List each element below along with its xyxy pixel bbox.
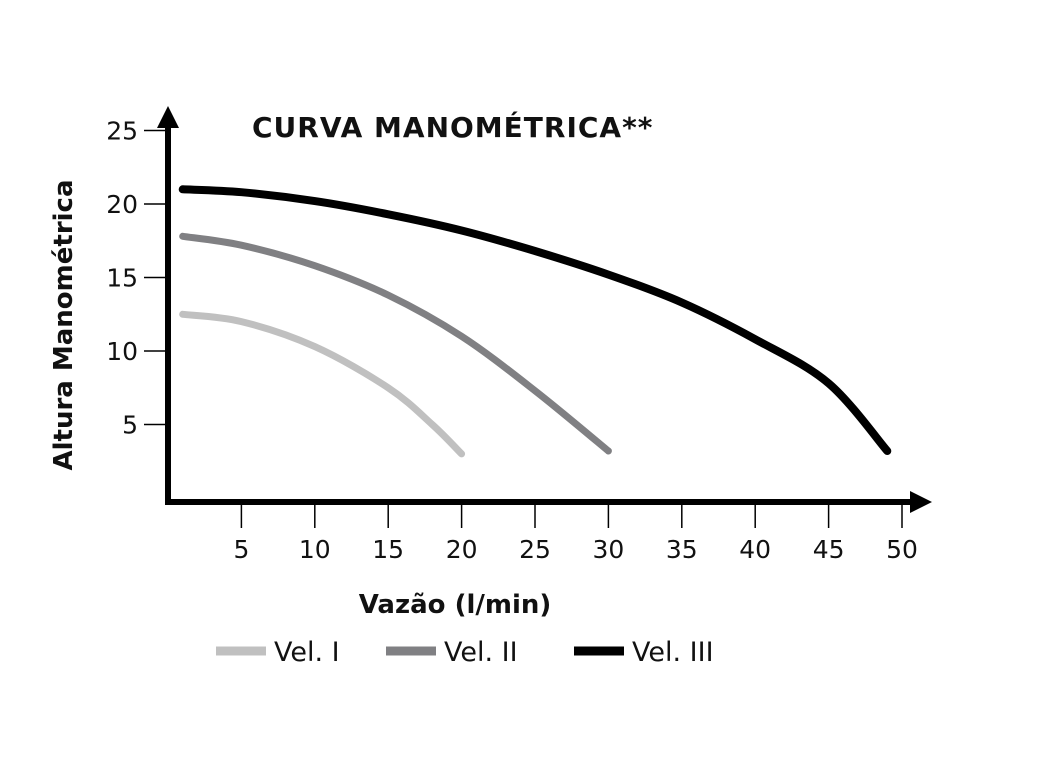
- y-axis-arrow: [157, 106, 179, 128]
- y-tick-label: 5: [122, 411, 138, 440]
- y-axis-title: Altura Manométrica: [49, 179, 79, 470]
- series-line-vel-3: [178, 185, 892, 455]
- x-tick-label: 15: [372, 535, 404, 564]
- series-line-vel-2: [179, 232, 612, 455]
- legend: Vel. I Vel. II Vel. III: [216, 637, 714, 668]
- y-tick-label: 25: [106, 117, 138, 146]
- x-tick-label: 40: [739, 535, 771, 564]
- chart-title: CURVA MANOMÉTRICA**: [252, 110, 653, 144]
- x-tick-label: 50: [886, 535, 918, 564]
- x-tick-label: 20: [446, 535, 478, 564]
- x-axis-title: Vazão (l/min): [359, 590, 552, 620]
- x-tick-label: 25: [519, 535, 551, 564]
- x-axis-arrow: [910, 491, 932, 513]
- y-tick-label: 10: [106, 337, 138, 366]
- axes: 5 10 15 20 25 5 10 15 20 25 30 35 40 45 50: [106, 106, 932, 564]
- series-line-vel-1: [179, 310, 466, 458]
- legend-label: Vel. III: [632, 637, 714, 668]
- legend-label: Vel. II: [444, 637, 518, 668]
- legend-label: Vel. I: [274, 637, 340, 668]
- x-tick-label: 5: [233, 535, 249, 564]
- series-group: [178, 185, 892, 458]
- x-tick-label: 35: [666, 535, 698, 564]
- x-tick-label: 45: [813, 535, 845, 564]
- x-tick-label: 30: [592, 535, 624, 564]
- x-tick-label: 10: [299, 535, 331, 564]
- y-tick-label: 15: [106, 264, 138, 293]
- y-tick-label: 20: [106, 190, 138, 219]
